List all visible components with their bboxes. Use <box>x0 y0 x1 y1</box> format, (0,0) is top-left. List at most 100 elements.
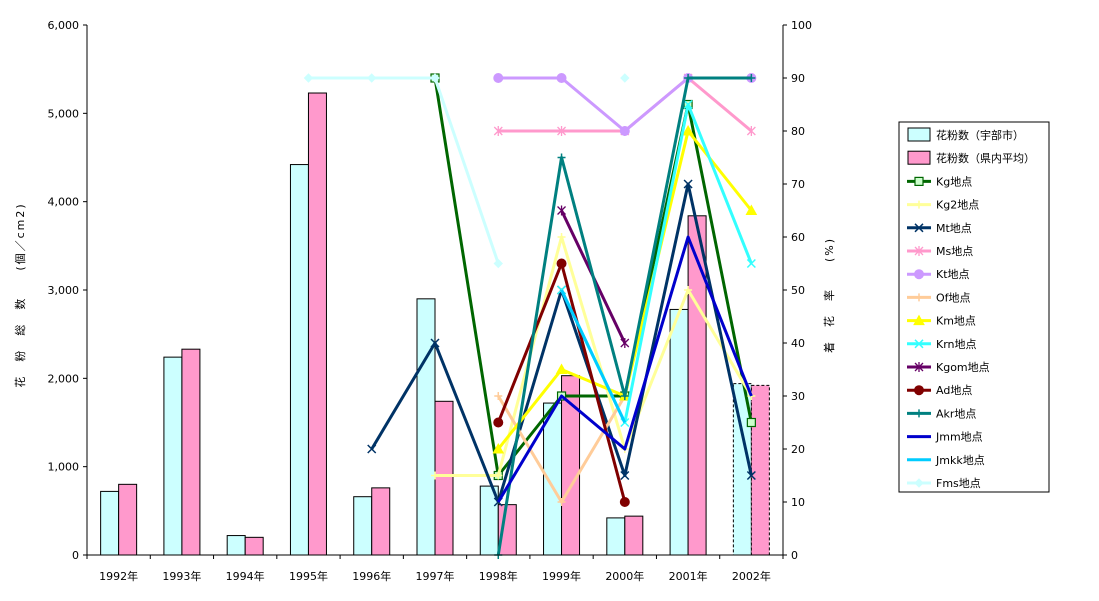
point <box>746 470 756 481</box>
point <box>915 293 923 302</box>
x-tick-label: 2000年 <box>605 569 644 583</box>
point <box>557 205 567 216</box>
point <box>914 269 924 280</box>
bar <box>371 487 391 556</box>
point <box>620 338 630 348</box>
x-tick-label: 2002年 <box>732 569 771 583</box>
series-line <box>498 76 752 133</box>
point <box>746 126 756 136</box>
series-line <box>498 76 753 133</box>
series-line <box>308 76 500 264</box>
point <box>914 246 924 256</box>
point <box>492 442 505 454</box>
legend-label: Ad地点 <box>936 384 972 397</box>
legend-swatch <box>907 150 931 165</box>
bar <box>624 515 644 556</box>
bar <box>750 384 770 556</box>
point <box>914 339 924 349</box>
x-tick-label: 1995年 <box>289 569 328 583</box>
point <box>303 73 314 83</box>
series-line <box>496 76 752 556</box>
point <box>620 73 630 83</box>
point <box>620 392 629 400</box>
x-tick-label: 1999年 <box>542 569 581 583</box>
x-tick-label: 1993年 <box>162 569 201 583</box>
point <box>494 471 503 480</box>
legend-label: Ms地点 <box>936 245 973 258</box>
y2-tick-label: 70 <box>791 178 805 191</box>
y-tick-label: 3,000 <box>48 284 80 297</box>
line-series <box>493 258 630 507</box>
bar <box>687 215 707 556</box>
point <box>556 73 567 83</box>
y2-tick-label: 20 <box>791 443 805 456</box>
point <box>557 126 567 136</box>
legend-box <box>898 121 1050 493</box>
legend-label: Fms地点 <box>936 477 981 490</box>
legend: 花粉数（宇部市） 花粉数（県内平均） Kg地点 Kg2地点 Mt地点 Ms地点 Kt地点 Of… <box>898 121 1050 493</box>
point <box>620 470 630 481</box>
point <box>494 392 503 400</box>
point <box>493 417 504 428</box>
point <box>913 314 925 326</box>
point <box>557 153 566 162</box>
point <box>915 409 923 418</box>
legend-label: Km地点 <box>936 315 976 328</box>
y2-tick-label: 80 <box>791 125 805 138</box>
y-axis-title: 花 粉 総 数 (個／cm2) <box>13 202 27 387</box>
axes <box>83 24 787 559</box>
legend-label: 花粉数（宇部市） <box>936 128 1024 142</box>
point <box>914 362 924 372</box>
y2-tick-label: 50 <box>791 284 805 297</box>
legend-label: Kt地点 <box>936 268 970 281</box>
legend-label: Mt地点 <box>936 222 972 235</box>
bar <box>307 92 327 556</box>
legend-label: Of地点 <box>936 291 971 304</box>
point <box>556 258 567 269</box>
line-series <box>303 73 630 269</box>
legend-swatch <box>907 127 931 142</box>
legend-label: Kg2地点 <box>936 199 979 212</box>
bar <box>118 483 138 556</box>
bar <box>100 490 120 556</box>
point <box>430 73 440 83</box>
point <box>914 478 924 488</box>
line-series <box>496 235 753 503</box>
line-series <box>560 289 627 424</box>
point <box>914 223 924 233</box>
lines <box>303 73 758 559</box>
bar <box>669 308 689 556</box>
bar <box>163 356 183 556</box>
point <box>619 497 630 507</box>
line-series <box>494 74 756 559</box>
y-tick-label: 6,000 <box>48 19 80 32</box>
bar <box>289 164 309 556</box>
point <box>431 471 439 480</box>
tick-labels: 0 1,000 2,000 3,000 4,000 5,000 6,000 0 10 20 30 40… <box>48 19 813 583</box>
point <box>745 204 758 215</box>
point <box>683 179 693 189</box>
y-tick-label: 1,000 <box>48 461 80 474</box>
series-line <box>496 235 753 503</box>
point <box>367 73 377 83</box>
x-tick-label: 1994年 <box>226 569 265 583</box>
y2-tick-label: 40 <box>791 337 805 350</box>
series-line <box>560 289 627 424</box>
series-line <box>497 129 753 450</box>
point <box>683 99 693 110</box>
legend-label: Jmm地点 <box>935 431 983 444</box>
point <box>619 126 630 136</box>
bar <box>244 536 264 556</box>
legend-label: Kgom地点 <box>936 361 990 374</box>
point <box>684 286 693 294</box>
point <box>430 338 440 348</box>
y2-tick-label: 90 <box>791 72 805 85</box>
point <box>915 200 923 209</box>
point <box>367 444 377 454</box>
y2-tick-label: 60 <box>791 231 805 244</box>
point <box>746 417 756 428</box>
point <box>557 233 566 241</box>
point <box>682 124 694 136</box>
legend-label: 花粉数（県内平均） <box>936 151 1035 165</box>
